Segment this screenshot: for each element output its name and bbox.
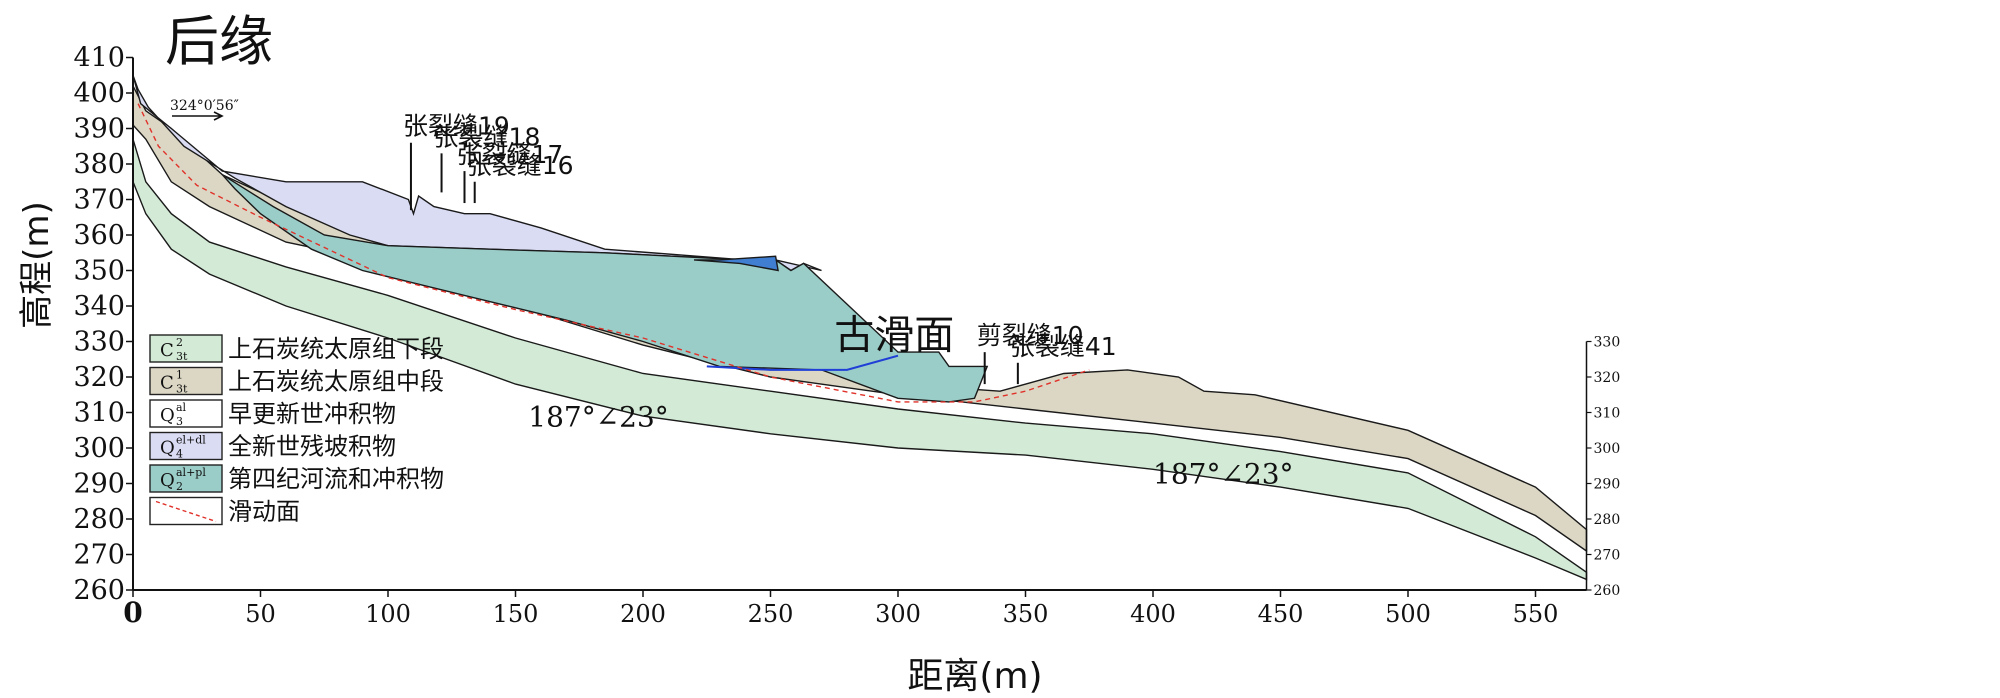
y-tick-label-280: 280 <box>73 504 125 535</box>
y-tick-label-350: 350 <box>73 256 125 287</box>
x-tick-label-50: 50 <box>245 600 276 628</box>
y-tick-label-260: 260 <box>73 575 125 606</box>
sliding-surfaces <box>137 103 1090 403</box>
legend-symbol-sup-1: 2 <box>176 336 183 349</box>
x-tick-label-500: 500 <box>1385 600 1431 628</box>
legend-swatch-2 <box>149 366 223 396</box>
legend-label-3: 早更新世冲积物 <box>228 400 396 428</box>
crack-label-3: 张裂缝17 <box>457 140 564 169</box>
crack-label-4: 张裂缝16 <box>467 151 574 180</box>
y-right-tick-label-270: 270 <box>1594 548 1621 564</box>
legend-label-6: 滑动面 <box>228 498 300 526</box>
legend-symbol-4: Q <box>160 438 175 459</box>
y-right-tick-label-280: 280 <box>1594 512 1621 528</box>
x-tick-label-100: 100 <box>365 600 411 628</box>
legend-label-4: 全新世残坡积物 <box>228 433 396 461</box>
sliding-surface-line <box>137 103 1090 403</box>
y-tick-label-290: 290 <box>73 469 125 500</box>
legend-symbol-sub-3: 3 <box>176 415 183 428</box>
y-right-tick-label-260: 260 <box>1594 583 1621 599</box>
ancient-slide-label: 古滑面 <box>834 313 954 359</box>
x-tick-label-250: 250 <box>748 600 794 628</box>
x-tick-label-350: 350 <box>1003 600 1049 628</box>
direction-label: 324°0′56″ <box>170 98 239 114</box>
y-tick-label-340: 340 <box>73 291 125 322</box>
x-tick-label-0: 0 <box>123 596 142 629</box>
y-tick-label-400: 400 <box>73 78 125 109</box>
legend-symbol-5: Q <box>160 470 175 491</box>
ancient-sliding-surface <box>706 354 899 371</box>
y-tick-label-310: 310 <box>73 398 125 429</box>
legend-swatch-5 <box>149 464 223 493</box>
y-tick-label-330: 330 <box>73 327 125 358</box>
y-right-tick-label-290: 290 <box>1594 477 1621 493</box>
x-axis-label: 距离(m) <box>907 656 1042 694</box>
legend-label-1: 上石炭统太原组下段 <box>228 335 444 363</box>
layer-5 <box>693 255 779 272</box>
x-tick-label-550: 550 <box>1513 600 1559 628</box>
y-tick-label-360: 360 <box>73 220 125 251</box>
dip-angle-label-1: 187°∠23° <box>528 401 669 434</box>
y-right-tick-label-310: 310 <box>1594 406 1621 422</box>
y-right-tick-label-320: 320 <box>1594 370 1621 386</box>
legend-symbol-sup-2: 1 <box>176 369 183 382</box>
y-tick-label-410: 410 <box>73 43 125 74</box>
legend-sliding-line <box>155 500 217 523</box>
legend-swatch-4 <box>149 431 223 461</box>
x-tick-label-300: 300 <box>875 600 921 628</box>
x-tick-label-400: 400 <box>1130 600 1176 628</box>
layer-4 <box>221 174 989 403</box>
y-tick-label-300: 300 <box>73 433 125 464</box>
legend-swatch-1 <box>149 334 223 363</box>
legend-symbol-sub-1: 3t <box>176 350 188 363</box>
annotations: 古滑面 187°∠23° 187°∠23° <box>528 313 1293 491</box>
legend-symbol-sup-3: al <box>176 401 187 414</box>
crack-label-2: 张裂缝18 <box>434 122 541 151</box>
legend-symbol-sub-4: 4 <box>176 448 183 461</box>
y-tick-label-370: 370 <box>73 185 125 216</box>
legend-symbol-2: C <box>160 373 174 394</box>
y-tick-label-390: 390 <box>73 114 125 145</box>
crack-label-1: 张裂缝19 <box>403 112 510 141</box>
legend-symbol-sub-2: 3t <box>176 383 188 396</box>
y-tick-label-320: 320 <box>73 362 125 393</box>
legend-symbol-3: Q <box>160 405 175 426</box>
x-tick-label-200: 200 <box>620 600 666 628</box>
figure-title: 后缘 <box>165 10 273 73</box>
legend-label-2: 上石炭统太原组中段 <box>228 368 444 396</box>
y-right-tick-label-330: 330 <box>1594 335 1621 351</box>
legend-symbol-sup-5: al+pl <box>176 466 206 479</box>
y-tick-label-270: 270 <box>73 540 125 571</box>
geology-layers <box>132 75 1588 581</box>
y-tick-label-380: 380 <box>73 149 125 180</box>
x-tick-label-150: 150 <box>493 600 539 628</box>
crack-label-5: 剪裂缝10 <box>977 321 1084 350</box>
dip-angle-label-2: 187°∠23° <box>1153 458 1294 491</box>
legend-label-5: 第四纪河流和冲积物 <box>228 465 444 493</box>
crack-label-6: 张裂缝41 <box>1010 332 1117 361</box>
legend-swatch-3 <box>149 399 223 428</box>
legend-symbol-sub-5: 2 <box>176 480 183 493</box>
legend-symbol-sup-4: el+dl <box>176 434 206 447</box>
y-right-tick-label-300: 300 <box>1594 441 1621 457</box>
legend-symbol-1: C <box>160 340 174 361</box>
y-axis-label: 高程(m) <box>17 201 57 329</box>
x-tick-label-450: 450 <box>1258 600 1304 628</box>
direction-arrow <box>172 111 224 121</box>
axes: 0 50 100 150 200 250 300 350 400 450 500 550 260 270 2… <box>73 43 1620 630</box>
